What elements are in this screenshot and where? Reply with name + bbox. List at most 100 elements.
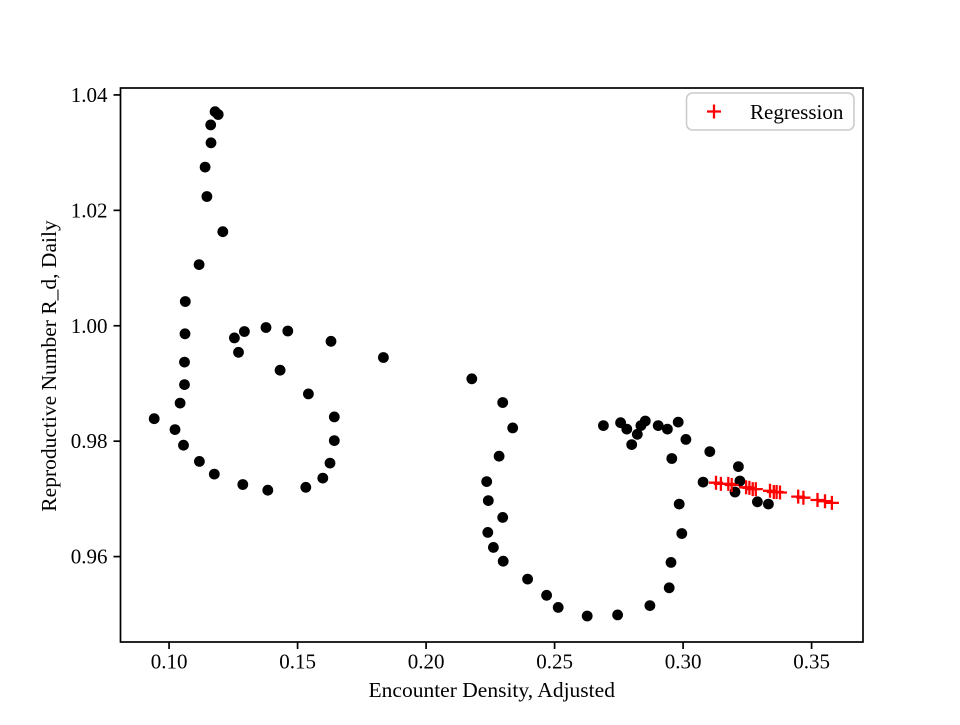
- y-axis-ticks: 0.96 0.98 1.00 1.02 1.04: [71, 83, 121, 569]
- scatter-point: [621, 423, 633, 435]
- scatter-point: [763, 498, 774, 510]
- scatter-point: [697, 476, 709, 488]
- scatter-point: [233, 346, 244, 358]
- scatter-point: [466, 373, 478, 385]
- scatter-point: [328, 435, 340, 446]
- scatter-point: [665, 557, 677, 568]
- scatter-point: [325, 335, 337, 347]
- regression-marker: [742, 480, 757, 495]
- scatter-point: [260, 322, 272, 333]
- x-tick-label: 0.15: [279, 650, 316, 674]
- scatter-point: [598, 420, 609, 431]
- scatter-point: [734, 475, 746, 487]
- regression-marker: [724, 478, 739, 492]
- y-tick-label: 0.96: [71, 545, 108, 569]
- scatter-point: [179, 328, 191, 340]
- scatter-point: [482, 527, 494, 538]
- scatter-point: [676, 528, 688, 539]
- scatter-point: [752, 496, 763, 508]
- scatter-point: [303, 388, 314, 400]
- scatter-point: [612, 609, 623, 621]
- scatter-point: [652, 420, 664, 431]
- scatter-point: [680, 434, 692, 445]
- regression-marker: [773, 485, 787, 500]
- y-axis-label: Reproductive Number R_d, Daily: [37, 220, 61, 512]
- scatter-point: [488, 542, 499, 553]
- scatter-point: [169, 424, 181, 435]
- scatter-point: [237, 479, 249, 490]
- scatter-point: [704, 446, 716, 457]
- scatter-point: [522, 573, 533, 585]
- legend-frame: [685, 92, 855, 131]
- regression-marker: [748, 482, 763, 497]
- scatter-point: [179, 296, 191, 307]
- scatter-point: [229, 332, 240, 344]
- scatter-point: [300, 481, 312, 493]
- scatter-point: [205, 119, 217, 131]
- scatter-point: [274, 364, 286, 376]
- scatter-point: [179, 356, 190, 368]
- scatter-point: [663, 582, 675, 594]
- y-tick-label: 0.98: [71, 429, 108, 453]
- x-axis-ticks: 0.10 0.15 0.20 0.25 0.30 0.35: [151, 642, 830, 674]
- legend-entry-label: Regression: [750, 100, 844, 124]
- x-tick-label: 0.20: [408, 650, 445, 674]
- scatter-point: [328, 411, 340, 423]
- x-axis-label: Encounter Density, Adjusted: [369, 678, 616, 702]
- scatter-point: [639, 415, 651, 427]
- scatter-series: [148, 106, 774, 622]
- scatter-point: [201, 191, 213, 202]
- scatter-point: [481, 476, 493, 487]
- scatter-point: [662, 423, 673, 435]
- scatter-point: [199, 161, 211, 173]
- scatter-point: [205, 137, 217, 149]
- scatter-point: [193, 259, 205, 270]
- scatter-point: [212, 109, 224, 120]
- scatter-point: [497, 512, 509, 523]
- x-tick-label: 0.25: [536, 650, 573, 674]
- scatter-point: [626, 439, 638, 450]
- legend: Regression: [685, 92, 855, 131]
- plot-area: [119, 87, 864, 643]
- scatter-point: [217, 226, 229, 238]
- regression-series: [709, 475, 839, 510]
- scatter-point: [148, 413, 160, 425]
- scatter-point: [262, 484, 274, 496]
- scatter-point: [317, 472, 329, 484]
- y-tick-label: 1.04: [71, 83, 108, 107]
- scatter-point: [497, 397, 509, 408]
- x-tick-label: 0.35: [793, 650, 830, 674]
- scatter-point: [541, 589, 552, 601]
- scatter-point: [644, 600, 656, 611]
- scatter-point: [378, 352, 389, 363]
- regression-marker: [810, 493, 825, 507]
- scatter-point: [178, 439, 189, 451]
- scatter-point: [673, 498, 685, 510]
- x-tick-label: 0.10: [151, 650, 188, 674]
- scatter-point: [324, 457, 336, 469]
- scatter-point: [174, 397, 186, 409]
- scatter-point: [239, 326, 250, 337]
- scatter-point: [507, 422, 519, 434]
- x-tick-label: 0.30: [665, 650, 702, 674]
- scatter-point: [493, 450, 505, 462]
- scatter-point: [179, 379, 190, 390]
- scatter-point: [497, 555, 509, 567]
- regression-marker: [796, 490, 811, 505]
- scatter-point: [581, 610, 593, 622]
- scatter-point: [194, 456, 205, 467]
- scatter-point: [282, 325, 294, 337]
- y-tick-label: 1.02: [71, 198, 108, 222]
- scatter-point: [552, 602, 564, 613]
- scatter-point: [666, 453, 678, 464]
- scatter-point: [733, 461, 744, 472]
- scatter-point: [631, 428, 643, 440]
- y-tick-label: 1.00: [71, 314, 108, 338]
- regression-marker: [824, 495, 839, 510]
- scatter-point: [208, 468, 220, 480]
- regression-marker: [818, 494, 832, 509]
- scatter-point: [672, 416, 684, 428]
- scatter-point: [482, 495, 494, 506]
